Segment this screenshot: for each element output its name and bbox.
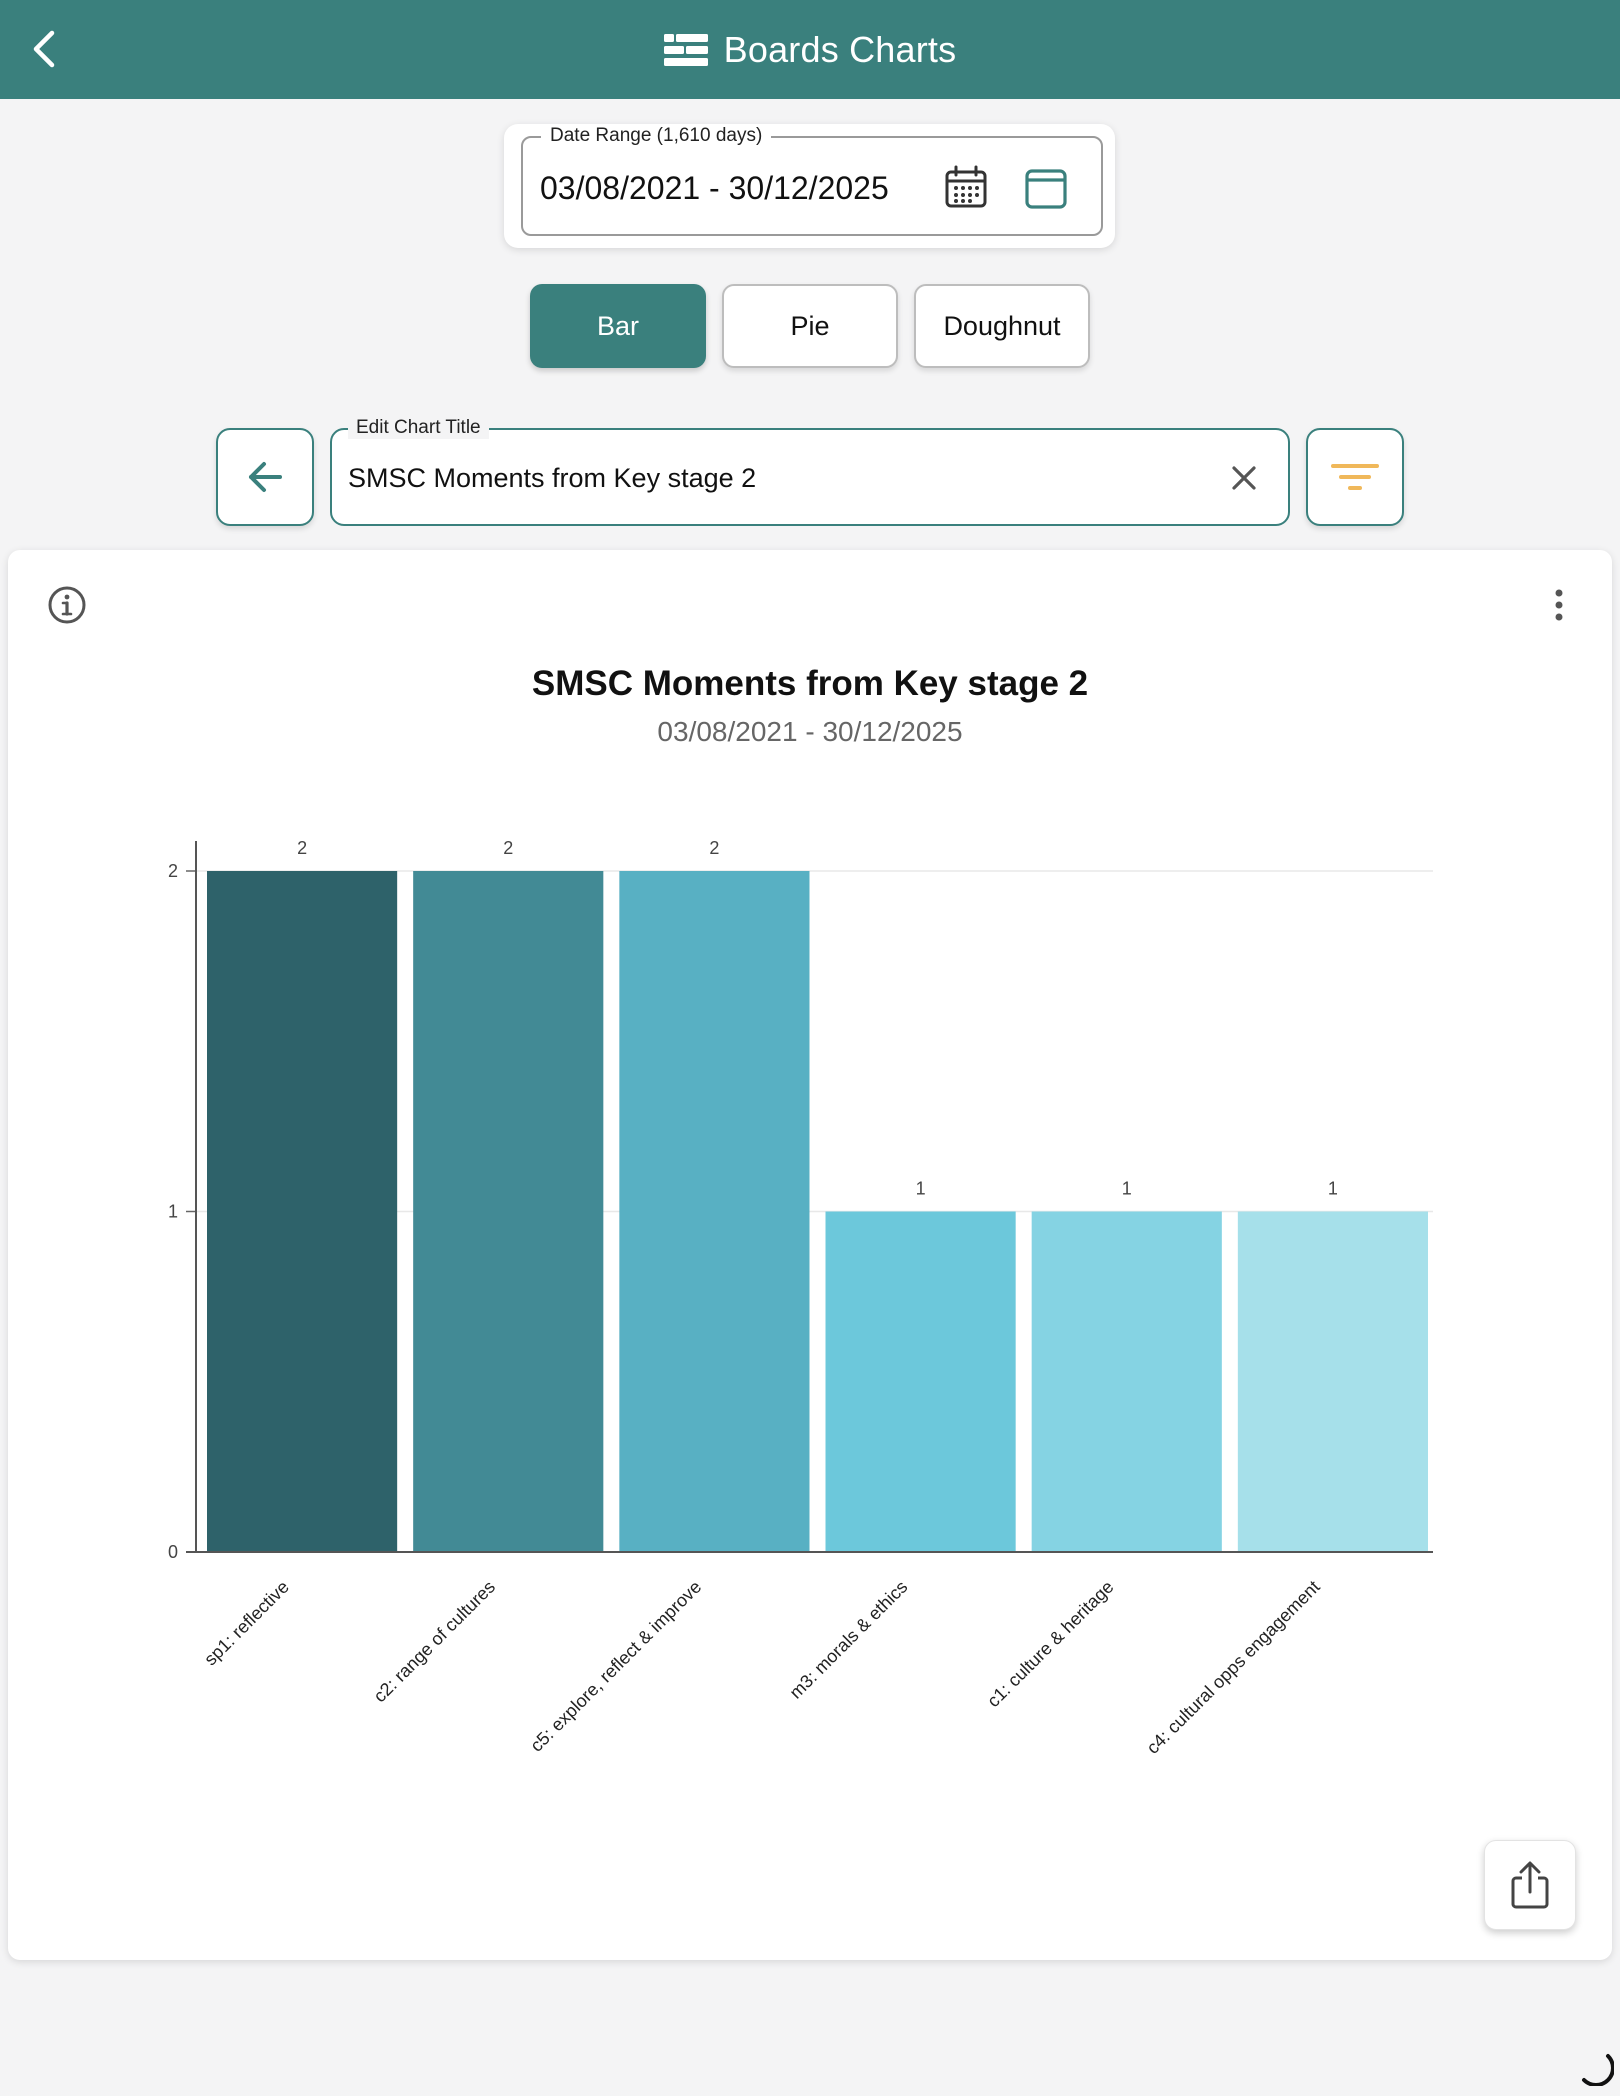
chart-card: SMSC Moments from Key stage 2 03/08/2021… <box>8 550 1612 1960</box>
bar <box>413 871 604 1552</box>
bar <box>1031 1211 1222 1552</box>
back-button[interactable] <box>18 24 68 74</box>
previous-button[interactable] <box>216 428 314 526</box>
loading-spinner-icon <box>1582 2054 1614 2086</box>
bar <box>825 1211 1016 1552</box>
data-label: 1 <box>1122 1179 1132 1199</box>
date-range-card: Date Range (1,610 days) 03/08/2021 - 30/… <box>504 124 1115 248</box>
page-title: Boards Charts <box>723 28 957 70</box>
chart-title-field: Edit Chart Title <box>330 417 1290 526</box>
filter-button[interactable] <box>1306 428 1404 526</box>
bar <box>207 871 398 1552</box>
x-tick-label: c5: explore, reflect & improve <box>526 1577 705 1756</box>
chart-title-input[interactable] <box>348 460 1188 496</box>
date-range-field[interactable]: Date Range (1,610 days) 03/08/2021 - 30/… <box>521 125 1103 236</box>
x-tick-label: sp1: reflective <box>200 1577 293 1670</box>
date-range-value: 03/08/2021 - 30/12/2025 <box>540 170 889 206</box>
y-tick-label: 1 <box>168 1202 178 1222</box>
x-tick-label: c1: culture & heritage <box>983 1577 1117 1711</box>
filter-icon <box>1331 464 1379 490</box>
pie-chart-button[interactable]: Pie <box>722 284 898 368</box>
doughnut-chart-button[interactable]: Doughnut <box>914 284 1090 368</box>
chart-title-label: Edit Chart Title <box>348 417 489 439</box>
data-label: 2 <box>709 838 719 858</box>
bar-chart-button[interactable]: Bar <box>530 284 706 368</box>
more-vert-icon[interactable] <box>1538 584 1580 626</box>
date-range-label: Date Range (1,610 days) <box>541 125 772 147</box>
x-tick-label: c2: range of cultures <box>370 1577 499 1706</box>
x-tick-label: m3: morals & ethics <box>786 1577 912 1703</box>
calendar-grid-icon[interactable] <box>943 165 989 211</box>
data-label: 2 <box>503 838 513 858</box>
chart-title: SMSC Moments from Key stage 2 <box>531 664 1089 703</box>
data-label: 1 <box>1328 1179 1338 1199</box>
bar <box>619 871 810 1552</box>
y-tick-label: 2 <box>168 861 178 881</box>
chart-subtitle: 03/08/2021 - 30/12/2025 <box>657 716 963 747</box>
bar-chart: 0 1 2 2 sp1: reflective 2 c2: range of culture… <box>168 838 1433 1758</box>
boards-icon <box>663 33 708 66</box>
data-label: 2 <box>297 838 307 858</box>
bar <box>1237 1211 1428 1552</box>
app-header: Boards Charts <box>0 0 1620 99</box>
calendar-icon[interactable] <box>1023 165 1069 211</box>
chevron-left-icon <box>33 30 55 68</box>
info-icon[interactable] <box>46 584 88 626</box>
share-button[interactable] <box>1484 1840 1576 1930</box>
data-label: 1 <box>916 1179 926 1199</box>
arrow-left-icon <box>249 462 282 492</box>
share-icon <box>1511 1861 1549 1909</box>
y-tick-label: 0 <box>168 1542 178 1562</box>
clear-icon[interactable] <box>1228 462 1260 494</box>
x-tick-label: c4: cultural opps engagement <box>1143 1577 1324 1758</box>
